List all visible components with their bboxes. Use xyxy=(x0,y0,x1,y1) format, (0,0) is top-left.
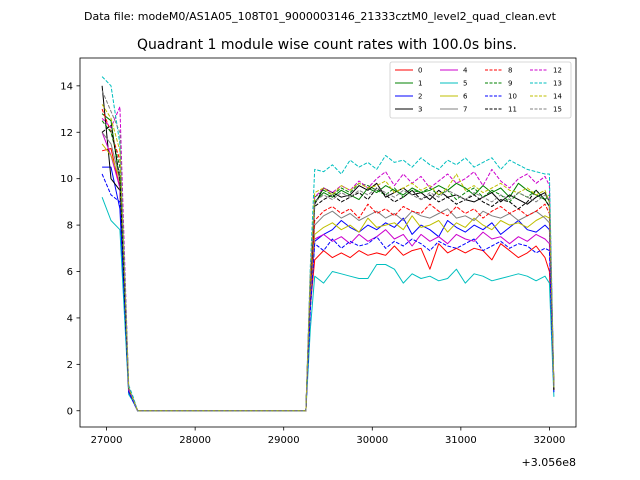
legend-label-11: 11 xyxy=(508,106,517,114)
legend-label-12: 12 xyxy=(553,67,562,75)
x-tick-label: 30000 xyxy=(356,435,388,446)
y-tick-label: 10 xyxy=(60,174,73,185)
legend-label-13: 13 xyxy=(553,80,562,88)
x-tick-label: 31000 xyxy=(445,435,477,446)
y-tick-label: 12 xyxy=(60,128,73,139)
legend-label-10: 10 xyxy=(508,93,517,101)
y-tick-label: 6 xyxy=(67,267,73,278)
y-tick-label: 14 xyxy=(60,81,73,92)
legend-label-15: 15 xyxy=(553,106,562,114)
x-tick-label: 27000 xyxy=(91,435,123,446)
legend-label-14: 14 xyxy=(553,93,562,101)
legend-label-4: 4 xyxy=(463,67,468,75)
figure-suptitle: Data file: modeM0/AS1A05_108T01_90000031… xyxy=(84,10,557,23)
x-tick-label: 29000 xyxy=(268,435,300,446)
y-tick-label: 4 xyxy=(67,313,73,324)
series-line-13 xyxy=(101,76,555,412)
legend-label-2: 2 xyxy=(418,93,422,101)
series-layer xyxy=(101,76,555,412)
legend-label-7: 7 xyxy=(463,106,467,114)
chart-title: Quadrant 1 module wise count rates with … xyxy=(137,37,517,53)
x-offset-label: +3.056e8 xyxy=(522,456,576,469)
y-tick-label: 8 xyxy=(67,221,73,232)
legend-label-8: 8 xyxy=(508,67,512,75)
legend-label-3: 3 xyxy=(418,106,422,114)
y-tick-label: 0 xyxy=(67,406,73,417)
y-tick-label: 2 xyxy=(67,360,73,371)
legend-label-1: 1 xyxy=(418,80,422,88)
x-tick-label: 28000 xyxy=(179,435,211,446)
x-axis: 27000 28000 29000 30000 31000 32000 xyxy=(91,427,566,446)
legend-label-0: 0 xyxy=(418,67,422,75)
legend-box xyxy=(389,61,572,119)
series-line-15 xyxy=(101,90,555,412)
legend-label-5: 5 xyxy=(463,80,467,88)
legend-label-6: 6 xyxy=(463,93,468,101)
plot-area xyxy=(80,58,576,427)
y-axis: 0 2 4 6 8 10 12 14 xyxy=(60,81,80,417)
x-tick-label: 32000 xyxy=(534,435,566,446)
plot-frame xyxy=(79,57,577,428)
legend-label-9: 9 xyxy=(508,80,512,88)
